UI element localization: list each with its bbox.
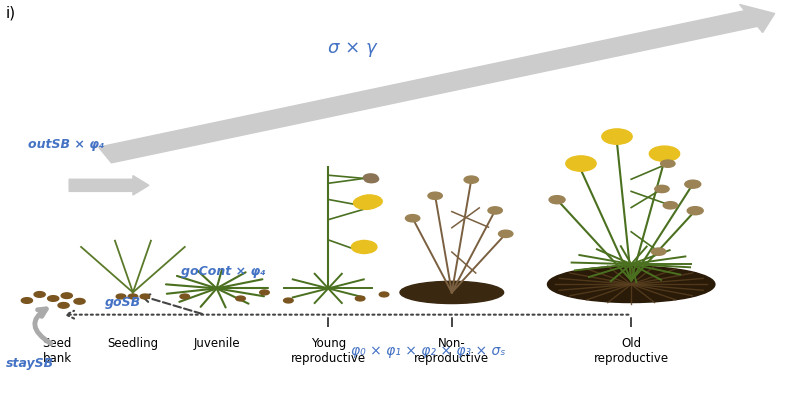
Circle shape [602, 129, 632, 144]
Text: outSB × φ₄: outSB × φ₄ [28, 138, 104, 151]
Polygon shape [69, 175, 149, 195]
Text: φ₀ × φ₁ × φ₂ × φ₃ × σₛ: φ₀ × φ₁ × φ₂ × φ₃ × σₛ [350, 344, 505, 358]
Circle shape [428, 192, 442, 199]
Circle shape [260, 290, 270, 295]
Circle shape [363, 174, 378, 181]
Circle shape [651, 248, 666, 255]
Text: Old
reproductive: Old reproductive [594, 337, 669, 365]
Circle shape [48, 295, 58, 301]
Circle shape [464, 176, 478, 183]
Ellipse shape [400, 281, 504, 304]
Circle shape [236, 296, 246, 301]
Text: Non-
reproductive: Non- reproductive [414, 337, 490, 365]
Circle shape [566, 156, 596, 171]
Ellipse shape [547, 266, 715, 302]
Circle shape [34, 292, 46, 297]
Circle shape [498, 230, 513, 237]
Circle shape [284, 298, 293, 303]
Circle shape [406, 214, 420, 222]
Text: Juvenile: Juvenile [194, 337, 240, 350]
Circle shape [654, 185, 669, 193]
Circle shape [663, 201, 678, 209]
Text: σ × γ: σ × γ [328, 39, 377, 57]
Circle shape [549, 196, 565, 204]
Circle shape [488, 207, 502, 214]
Circle shape [355, 296, 365, 301]
Circle shape [140, 294, 150, 299]
Circle shape [58, 302, 69, 308]
Polygon shape [98, 4, 774, 163]
Circle shape [61, 293, 72, 298]
Text: Young
reproductive: Young reproductive [290, 337, 366, 365]
Circle shape [661, 160, 675, 167]
Circle shape [379, 292, 389, 297]
Circle shape [687, 207, 703, 215]
Circle shape [74, 298, 85, 304]
Circle shape [357, 195, 382, 208]
Text: goCont × φ₄: goCont × φ₄ [181, 265, 266, 278]
Circle shape [116, 294, 126, 299]
Circle shape [650, 146, 680, 162]
Circle shape [22, 298, 33, 303]
Circle shape [128, 294, 138, 299]
Text: Seedling: Seedling [107, 337, 158, 350]
Circle shape [351, 241, 377, 254]
Text: goSB: goSB [105, 296, 141, 309]
Circle shape [685, 180, 701, 188]
Text: staySB: staySB [6, 357, 54, 370]
Text: i): i) [6, 5, 15, 20]
Text: Seed
bank: Seed bank [42, 337, 72, 365]
Circle shape [364, 175, 378, 183]
Circle shape [180, 294, 190, 299]
Circle shape [354, 197, 379, 209]
